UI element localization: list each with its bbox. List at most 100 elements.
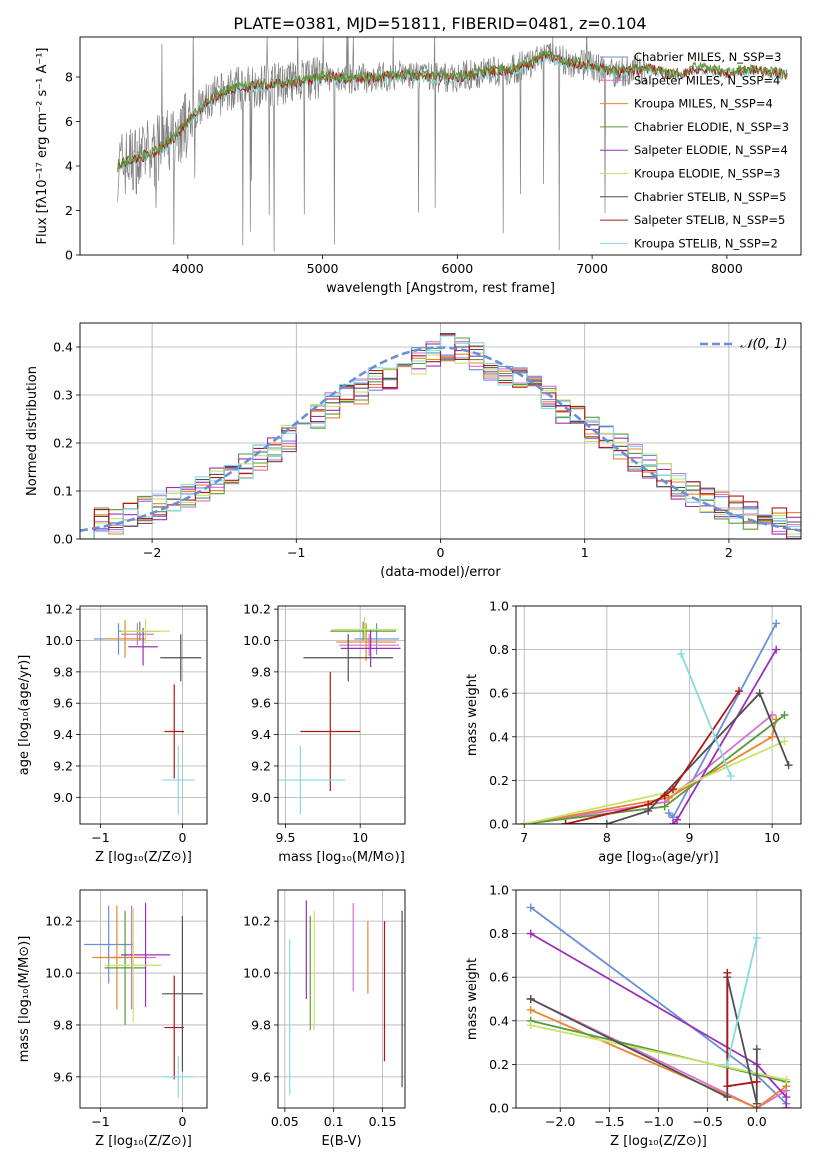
mass_vs_Z-panel: −1 0 9.6 9.8 10.0 10.2 Z [log₁₀(Z/Z⊙)] mass [lo… xyxy=(17,889,208,1149)
residuals-xtick-label: 1 xyxy=(581,545,589,560)
age_vs_mass-xtick-label: 10 xyxy=(352,830,368,845)
weight_vs_Z-marker xyxy=(526,995,535,1003)
mass_vs_Z-point xyxy=(161,1056,195,1098)
age_vs_Z-ytick-label: 9.4 xyxy=(53,727,73,742)
residuals-ylabel: Normed distribution xyxy=(25,366,40,496)
weight_vs_Z-marker xyxy=(782,1104,791,1108)
weight_vs_Z-marker xyxy=(526,1005,535,1014)
weight_vs_age-marker xyxy=(780,737,789,746)
age_vs_Z-ytick-label: 9.8 xyxy=(53,664,73,679)
weight_vs_Z-ytick-label: 0.8 xyxy=(489,926,509,941)
weight_vs_age-ytick-label: 0.8 xyxy=(489,642,509,657)
legend-entry: Salpeter MILES, N_SSP=4 xyxy=(634,73,780,87)
spectrum-xlabel: wavelength [Angstrom, rest frame] xyxy=(326,281,555,296)
spectrum-xtick-label: 5000 xyxy=(307,261,339,276)
normal-curve xyxy=(80,346,801,532)
age_vs_mass-frame xyxy=(277,605,406,825)
weight_vs_Z-marker xyxy=(723,1060,732,1069)
weight_vs_Z-xlabel: Z [log₁₀(Z/Z⊙)] xyxy=(610,1134,707,1149)
weight_vs_age-xtick-label: 9 xyxy=(686,830,694,845)
weight_vs_Z-frame xyxy=(515,889,802,1109)
legend-entry: Kroupa ELODIE, N_SSP=3 xyxy=(634,167,780,181)
weight_vs_age-ytick-label: 0.2 xyxy=(489,773,509,788)
age_vs_mass-ytick-label: 9.2 xyxy=(251,758,271,773)
weight_vs_age-marker xyxy=(660,802,669,811)
mass_vs_ebv-ytick-label: 9.8 xyxy=(251,1017,271,1032)
weight_vs_age-marker xyxy=(677,649,686,658)
weight_vs_Z-marker xyxy=(752,1099,761,1108)
age_vs_mass-ytick-label: 9.6 xyxy=(251,696,271,711)
weight_vs_age-xtick-label: 7 xyxy=(520,830,528,845)
age_vs_Z-ytick-label: 10.2 xyxy=(45,602,73,617)
age_vs_Z-xlabel: Z [log₁₀(Z/Z⊙)] xyxy=(95,850,192,865)
weight_vs_Z-xtick-label: 0.0 xyxy=(747,1114,767,1129)
weight_vs_age-marker xyxy=(772,619,781,628)
legend-entry: Chabrier MILES, N_SSP=3 xyxy=(634,50,781,64)
residuals-ytick-label: 0.2 xyxy=(53,436,73,451)
age_vs_mass-xtick-label: 9.5 xyxy=(276,830,296,845)
age_vs_Z-point xyxy=(104,620,146,658)
model-spectrum xyxy=(117,51,788,172)
weight_vs_Z-xtick-label: −0.5 xyxy=(692,1114,722,1129)
legend-entry: Chabrier STELIB, N_SSP=5 xyxy=(634,190,786,204)
weight_vs_Z-ylabel: mass weight xyxy=(465,958,480,1040)
age_vs_mass-point xyxy=(339,634,400,657)
spectrum-legend: Chabrier MILES, N_SSP=3 Salpeter MILES, N… xyxy=(600,50,789,250)
spectrum-ytick-label: 8 xyxy=(65,70,73,85)
mass_vs_Z-plot-area xyxy=(84,902,203,1098)
weight_vs_age-marker xyxy=(780,711,789,719)
histogram-series xyxy=(80,350,801,539)
weight_vs_Z-xtick-label: −2.0 xyxy=(545,1114,575,1129)
weight_vs_Z-ytick-label: 0.2 xyxy=(489,1057,509,1072)
age_vs_mass-panel: 9.5 10 9.0 9.2 9.4 9.6 9.8 10.0 10.2 mass [log₁₀(… xyxy=(243,602,406,865)
weight_vs_Z-series xyxy=(530,1019,787,1083)
weight_vs_age-marker xyxy=(664,809,673,818)
weight_vs_age-ytick-label: 1.0 xyxy=(489,599,509,614)
mass_vs_Z-point xyxy=(104,910,146,1025)
weight_vs_Z-plot-area xyxy=(526,903,791,1108)
weight_vs_age-frame xyxy=(515,605,802,825)
mass_vs_Z-point xyxy=(84,905,134,984)
age_vs_mass-point xyxy=(354,623,400,655)
weight_vs_Z-ytick-label: 0.4 xyxy=(489,1013,509,1028)
spectrum-frame xyxy=(79,36,802,256)
weight_vs_age-marker xyxy=(561,820,570,824)
age_vs_Z-point xyxy=(128,627,158,666)
age_vs_Z-ytick-label: 9.0 xyxy=(53,790,73,805)
weight_vs_age-plot-area xyxy=(520,619,793,824)
weight_vs_Z-ytick-label: 1.0 xyxy=(489,883,509,898)
weight_vs_Z-marker xyxy=(723,968,732,977)
residuals-xtick-label: −2 xyxy=(143,545,161,560)
weight_vs_Z-series xyxy=(530,998,787,1108)
weight_vs_age-marker xyxy=(664,793,673,802)
mass_vs_Z-ytick-label: 10.2 xyxy=(45,914,73,929)
weight_vs_Z-series xyxy=(726,937,758,1065)
age_vs_Z-ytick-label: 10.0 xyxy=(45,633,73,648)
legend-entry: Salpeter STELIB, N_SSP=5 xyxy=(634,213,785,227)
weight_vs_age-marker xyxy=(602,820,611,824)
legend-entry: Chabrier ELODIE, N_SSP=3 xyxy=(634,120,789,134)
age_vs_mass-point xyxy=(336,623,397,661)
mass_vs_ebv-panel: 0.05 0.1 0.15 9.6 9.8 10.0 10.2 E(B-V) xyxy=(243,889,406,1149)
age_vs_mass-point xyxy=(331,616,398,643)
weight_vs_age-series xyxy=(565,691,790,824)
legend-entry: 𝒩(0, 1) xyxy=(740,337,787,352)
mass_vs_ebv-xtick-label: 0.15 xyxy=(369,1114,397,1129)
mass_vs_Z-xlabel: Z [log₁₀(Z/Z⊙)] xyxy=(95,1134,192,1149)
weight_vs_Z-xtick-label: −1.0 xyxy=(643,1114,673,1129)
spectrum-ytick-label: 4 xyxy=(65,159,73,174)
weight_vs_Z-ytick-label: 0.0 xyxy=(489,1101,509,1116)
weight_vs_Z-marker xyxy=(723,1093,732,1102)
mass_vs_ebv-ytick-label: 10.0 xyxy=(243,966,271,981)
residuals-xtick-label: 0 xyxy=(437,545,445,560)
spectrum-ytick-label: 0 xyxy=(65,248,73,263)
weight_vs_Z-series xyxy=(530,1009,787,1108)
mass_vs_Z-point xyxy=(104,908,162,1023)
weight_vs_age-ylabel: mass weight xyxy=(465,674,480,756)
weight_vs_age-marker xyxy=(755,689,764,698)
legend-entry: Kroupa STELIB, N_SSP=2 xyxy=(634,236,778,250)
residuals-ytick-label: 0.0 xyxy=(53,532,73,547)
weight_vs_age-xtick-label: 10 xyxy=(764,830,780,845)
age_vs_Z-point xyxy=(161,745,195,815)
age_vs_mass-point xyxy=(303,634,394,682)
